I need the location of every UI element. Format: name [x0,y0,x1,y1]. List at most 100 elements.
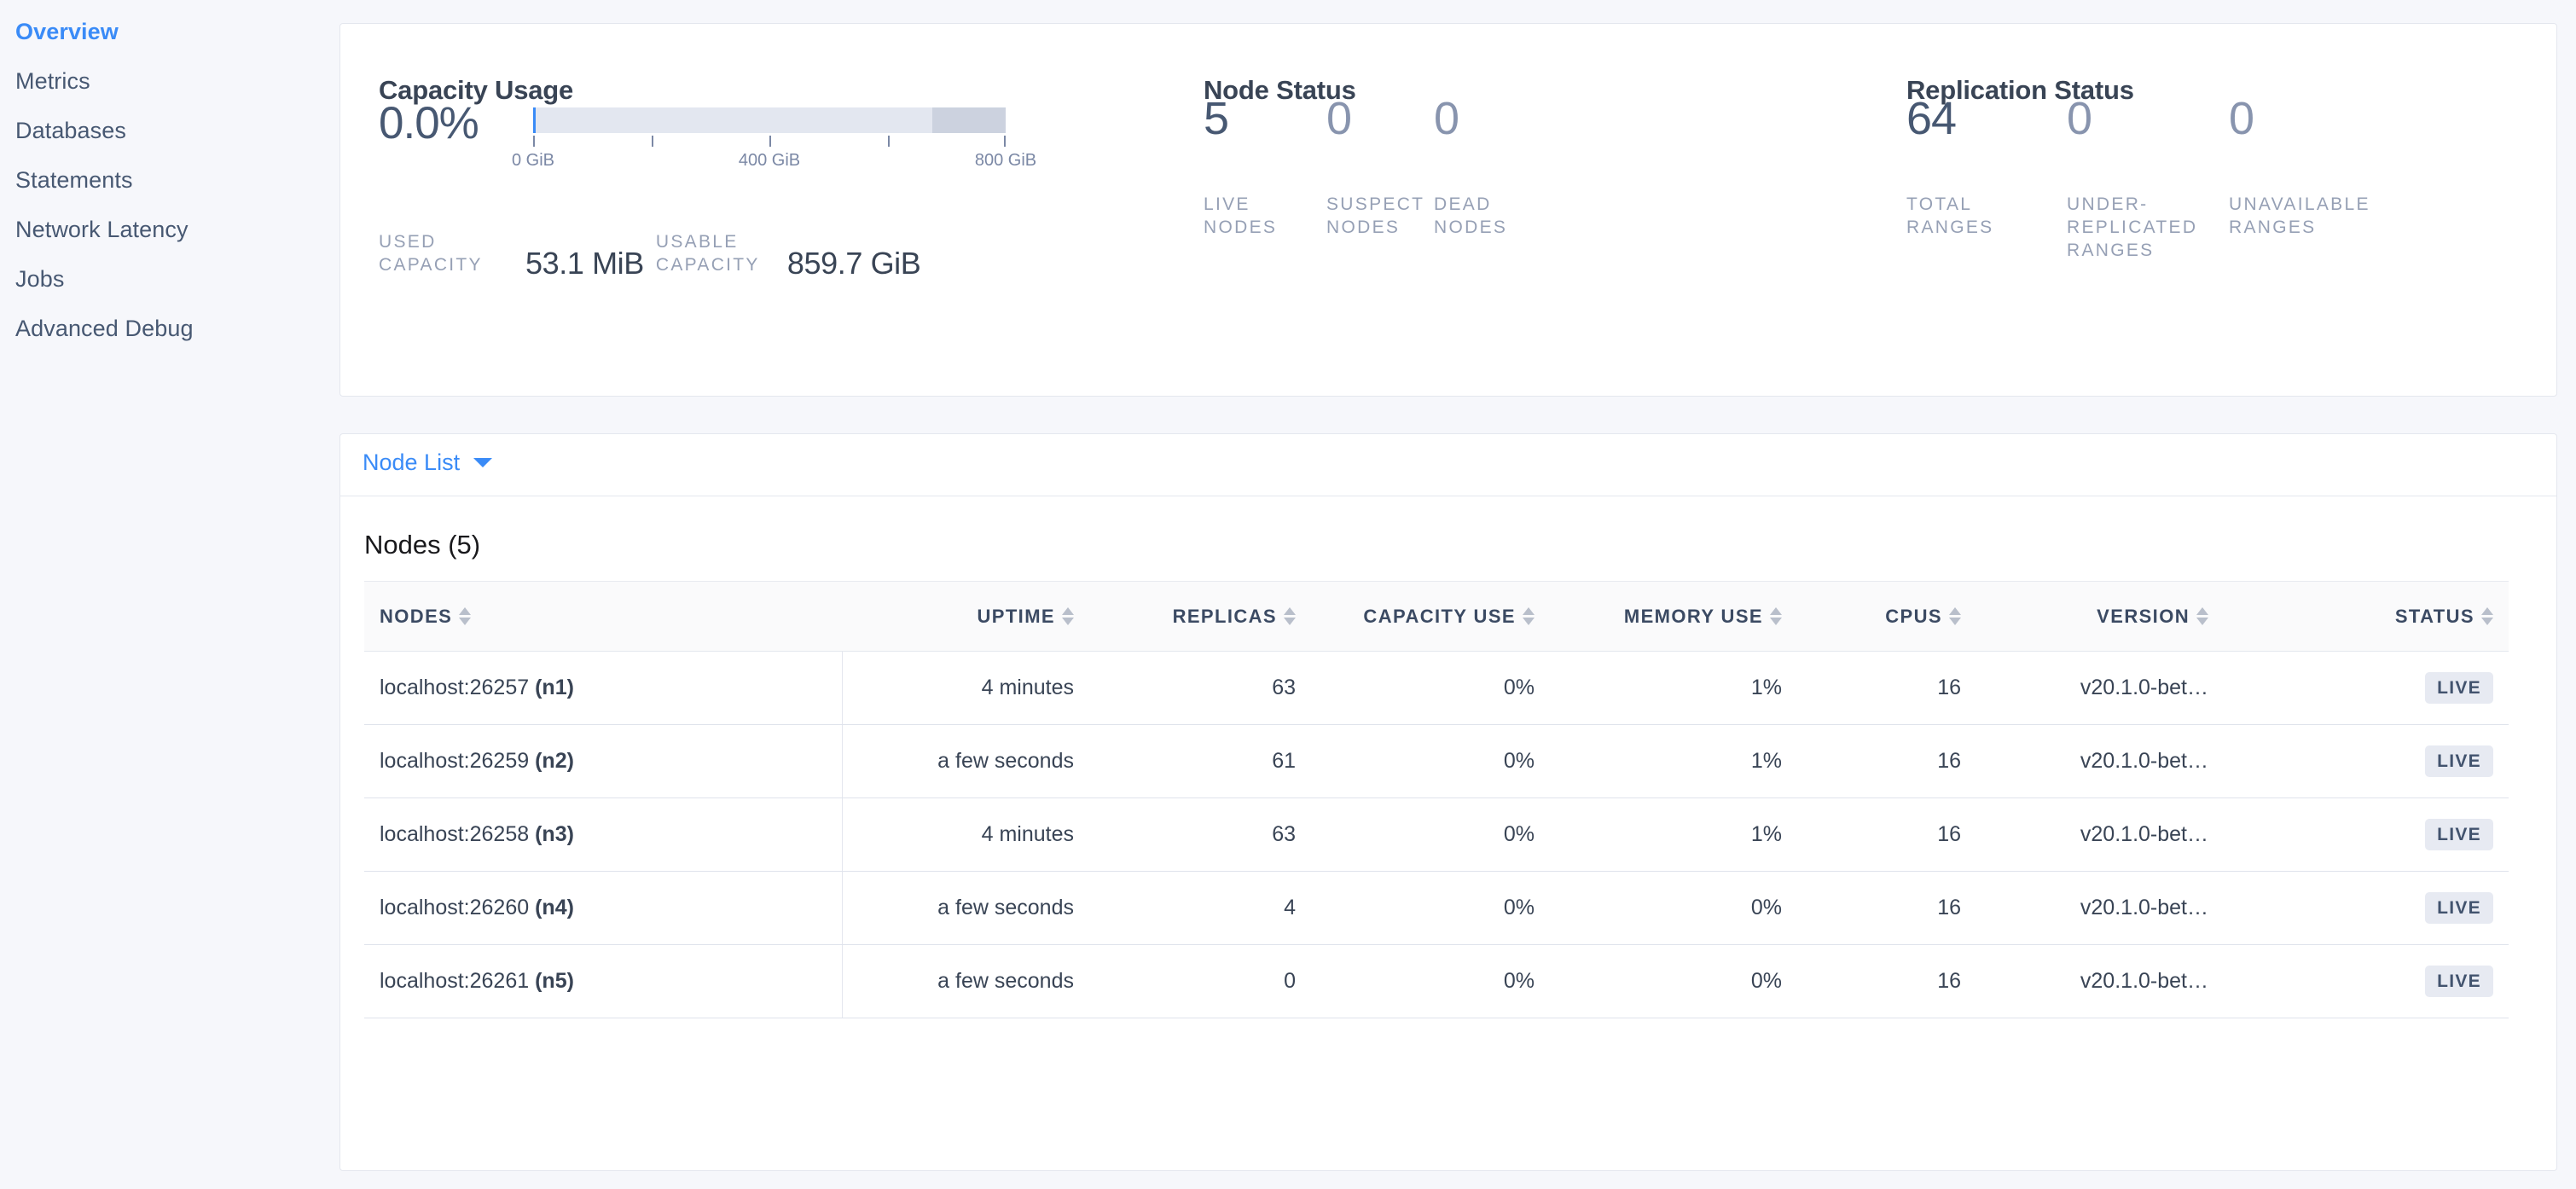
metric-dead-nodes: 0 Dead Nodes [1434,92,1596,239]
sort-arrows-icon[interactable] [2196,607,2208,625]
sidebar-item-overview[interactable]: Overview [15,19,119,44]
sort-ascending-icon[interactable] [459,607,472,615]
column-header-uptime[interactable]: Uptime [842,582,1089,652]
capacity-bar-track [533,107,1006,133]
cell-capacity-use: 0% [1311,944,1550,1018]
cell-cpus: 16 [1797,651,1976,725]
status-badge: LIVE [2425,819,2493,850]
column-header-version[interactable]: Version [1976,582,2224,652]
cell-status: LIVE [2224,944,2509,1018]
capacity-stat-label: Usable Capacity [655,232,760,275]
column-header-replicas[interactable]: Replicas [1089,582,1311,652]
capacity-usage-section: Capacity Usage 0.0% 0 GiB 400 GiB 800 GiB … [340,24,1193,396]
table-row[interactable]: localhost:26260 (n4) a few seconds 4 0% 0% 16… [364,871,2509,945]
node-status-metrics: 5 Live Nodes 0 Suspect Nodes 0 Dead Nodes [1204,92,1596,239]
nodes-table-body: localhost:26257 (n1) 4 minutes 63 0% 1% 16 v20… [364,651,2509,1018]
capacity-axis-tick [887,136,890,147]
chevron-down-icon [473,458,493,467]
replication-status-metrics: 64 Total Ranges 0 Under- Replicated Ranges 0 Una… [1906,92,2399,262]
capacity-axis-labels: 0 GiB 400 GiB 800 GiB [512,151,1036,171]
sort-arrows-icon[interactable] [1949,607,1961,625]
capacity-axis-tick-label: 0 GiB [511,151,555,170]
sidebar-item-databases[interactable]: Databases [15,118,126,143]
cell-node-name[interactable]: localhost:26257 (n1) [364,651,843,725]
sort-arrows-icon[interactable] [1062,607,1074,625]
cell-node-name[interactable]: localhost:26259 (n2) [364,724,843,798]
cell-capacity-use: 0% [1311,798,1550,872]
nodes-table: Nodes Uptime Replicas Capacity Use Memory Us… [364,581,2509,1018]
node-id: (n4) [535,896,574,919]
capacity-stat-value: 859.7 GiB [786,246,921,281]
nodes-table-head: Nodes Uptime Replicas Capacity Use Memory Us… [364,581,2509,652]
cell-node-name[interactable]: localhost:26258 (n3) [364,798,843,872]
cell-cpus: 16 [1797,944,1976,1018]
sidebar-item-jobs[interactable]: Jobs [15,266,65,292]
sidebar-item-advanced-debug[interactable]: Advanced Debug [15,316,194,341]
cell-node-name[interactable]: localhost:26261 (n5) [364,944,843,1018]
sort-ascending-icon[interactable] [1062,607,1074,615]
column-header-capacity_use[interactable]: Capacity Use [1311,582,1550,652]
table-row[interactable]: localhost:26258 (n3) 4 minutes 63 0% 1% 16 v20… [364,798,2509,872]
metric-value: 0 [1326,93,1352,144]
capacity-bar-unusable-fill [932,107,1006,133]
metric-label: Dead Nodes [1434,194,1508,237]
nodes-heading: Nodes (5) [364,530,481,560]
column-header-label: Capacity Use [1363,605,1516,627]
sort-descending-icon[interactable] [2196,618,2208,625]
table-row[interactable]: localhost:26259 (n2) a few seconds 61 0% 1% 1… [364,724,2509,798]
sort-arrows-icon[interactable] [459,607,472,625]
sort-ascending-icon[interactable] [2196,607,2208,615]
node-host: localhost:26261 [380,969,530,993]
cell-memory-use: 0% [1550,871,1797,945]
sort-descending-icon[interactable] [1062,618,1074,625]
column-header-label: Uptime [977,605,1055,627]
cell-memory-use: 1% [1550,798,1797,872]
table-row[interactable]: localhost:26257 (n1) 4 minutes 63 0% 1% 16 v20… [364,651,2509,725]
sort-arrows-icon[interactable] [1770,607,1782,625]
node-list-card: Node List Nodes (5) Nodes Uptime Replicas C… [339,433,2557,1171]
metric-label: Under- Replicated Ranges [2067,194,2198,260]
node-list-dropdown-toggle[interactable]: Node List [363,450,493,476]
capacity-bar-chart: 0 GiB 400 GiB 800 GiB [512,107,1036,171]
sort-arrows-icon[interactable] [2481,607,2493,625]
column-header-label: Replicas [1172,605,1277,627]
column-header-status[interactable]: Status [2224,582,2509,652]
column-header-memory_use[interactable]: Memory Use [1550,582,1797,652]
cell-version: v20.1.0-bet… [1976,651,2224,725]
nodes-table-header-row: Nodes Uptime Replicas Capacity Use Memory Us… [364,581,2509,652]
sort-descending-icon[interactable] [1523,618,1535,625]
sort-ascending-icon[interactable] [2481,607,2493,615]
cell-status: LIVE [2224,651,2509,725]
capacity-axis-tick [769,136,771,147]
sort-descending-icon[interactable] [1770,618,1782,625]
column-header-label: Status [2394,605,2474,627]
node-id: (n3) [535,822,574,846]
replication-status-section: Replication Status 64 Total Ranges 0 Under- R… [1898,24,2558,396]
sidebar-item-metrics[interactable]: Metrics [15,68,90,94]
sort-descending-icon[interactable] [459,618,472,625]
node-list-dropdown-label: Node List [363,450,461,475]
cell-node-name[interactable]: localhost:26260 (n4) [364,871,843,945]
sort-ascending-icon[interactable] [1284,607,1296,615]
sort-arrows-icon[interactable] [1284,607,1296,625]
sort-ascending-icon[interactable] [1949,607,1961,615]
cell-cpus: 16 [1797,724,1976,798]
sort-descending-icon[interactable] [1949,618,1961,625]
cell-uptime: a few seconds [842,871,1089,945]
sort-ascending-icon[interactable] [1523,607,1535,615]
cell-version: v20.1.0-bet… [1976,944,2224,1018]
capacity-bar-used-fill [533,107,536,133]
sort-descending-icon[interactable] [1284,618,1296,625]
sort-ascending-icon[interactable] [1770,607,1782,615]
capacity-axis-tick-label: 400 GiB [738,151,801,170]
sidebar-item-network-latency[interactable]: Network Latency [15,217,189,242]
sort-descending-icon[interactable] [2481,618,2493,625]
metric-suspect-nodes: 0 Suspect Nodes [1326,92,1434,239]
column-header-cpus[interactable]: CPUs [1797,582,1976,652]
sidebar-item-statements[interactable]: Statements [15,167,133,193]
column-header-nodes[interactable]: Nodes [364,582,842,652]
table-row[interactable]: localhost:26261 (n5) a few seconds 0 0% 0% 16… [364,944,2509,1018]
capacity-percent-value: 0.0% [379,98,479,148]
sort-arrows-icon[interactable] [1523,607,1535,625]
cell-version: v20.1.0-bet… [1976,871,2224,945]
